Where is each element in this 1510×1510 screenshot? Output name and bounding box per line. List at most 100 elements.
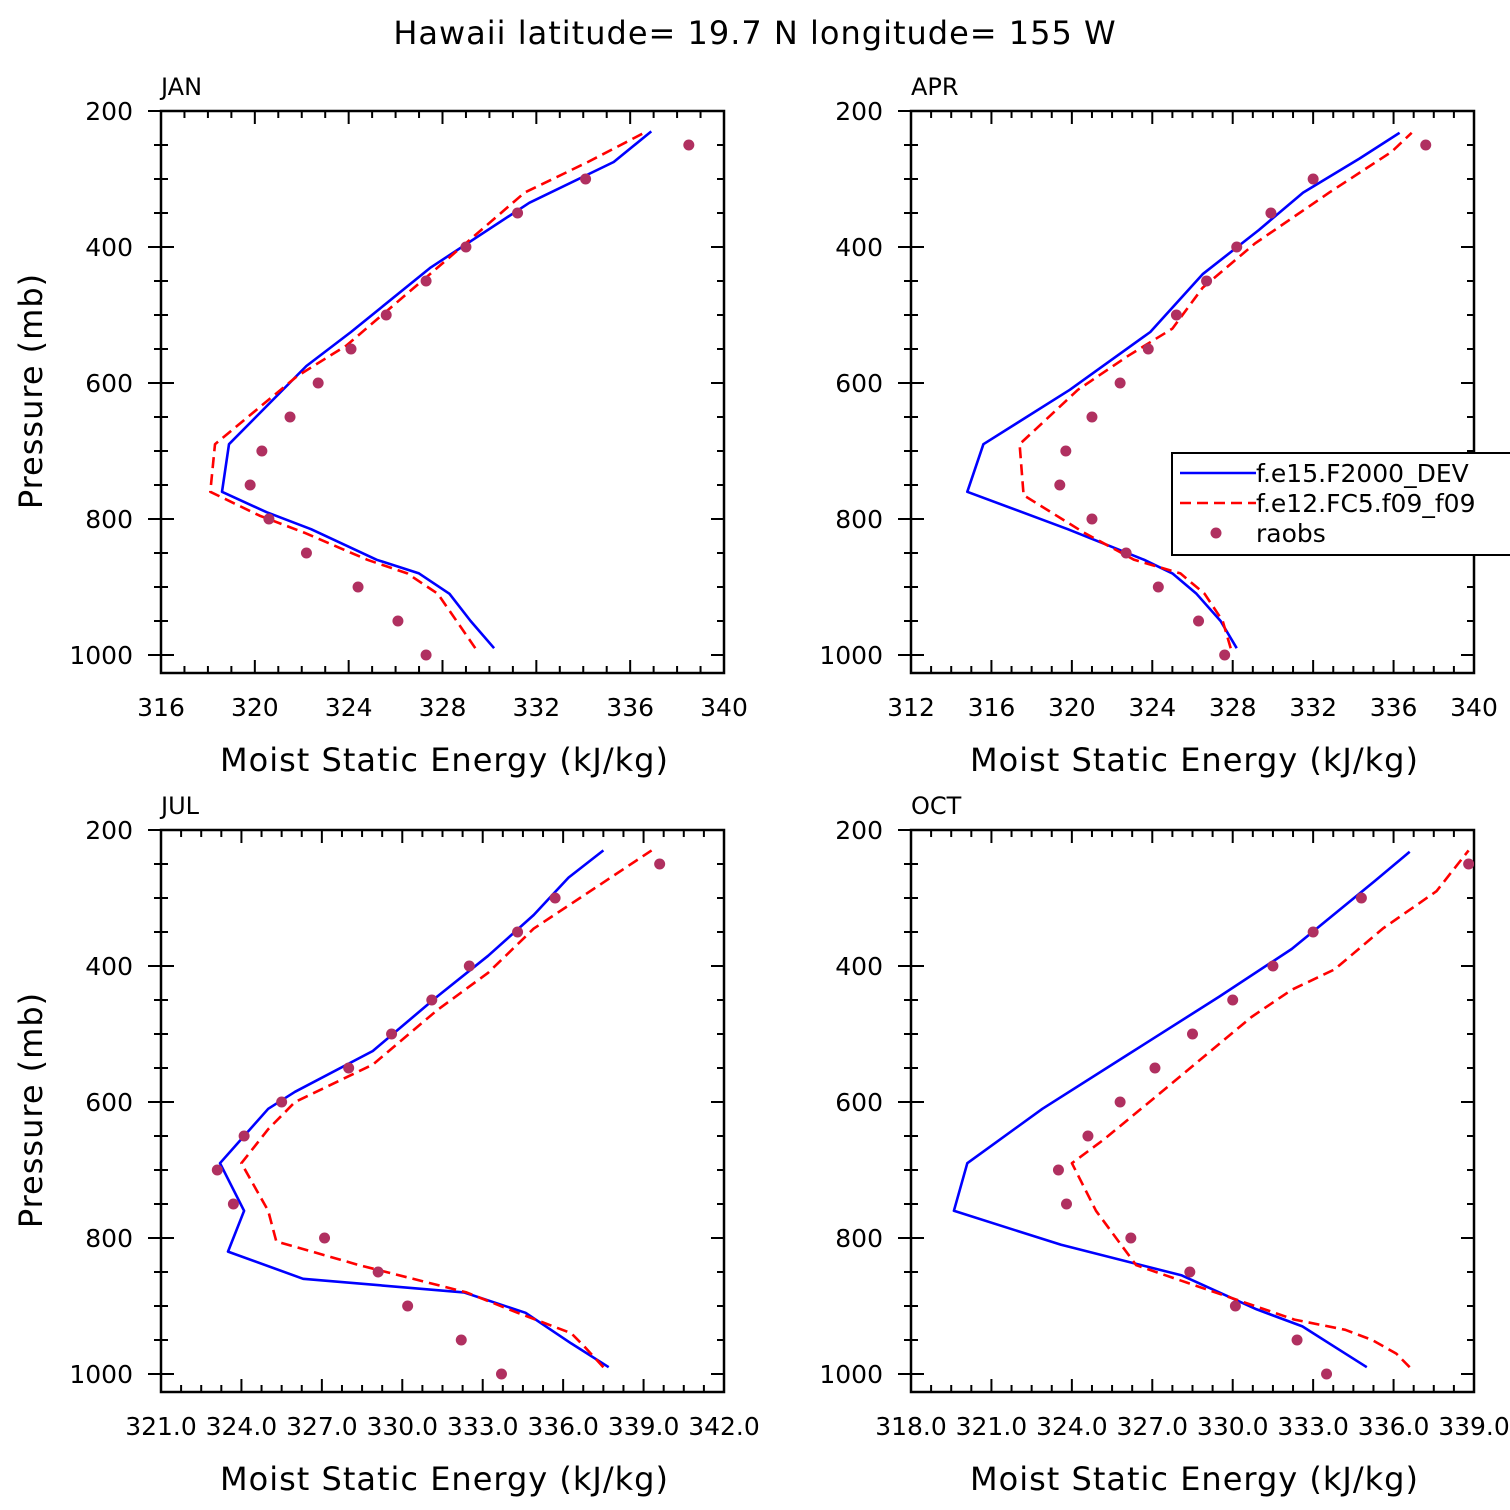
raobs-point (227, 1198, 239, 1210)
raobs-point (345, 343, 357, 355)
raobs-point (256, 445, 268, 457)
panel-jan: JAN 316 320 324 328 332 336 340 200 400 600 800 1000… (12, 73, 748, 779)
raobs-point (683, 139, 695, 151)
raobs-point (1267, 960, 1279, 972)
x-tick-label: 324 (1128, 693, 1176, 722)
raobs-point (1231, 241, 1243, 253)
panel-title: APR (911, 73, 959, 101)
y-tick-label: 800 (85, 1224, 133, 1253)
series-line-f-e15 (220, 130, 653, 650)
x-tick-label: 320 (1048, 693, 1096, 722)
y-tick-label: 200 (835, 97, 883, 126)
raobs-point (1227, 994, 1239, 1006)
y-tick-label: 800 (835, 505, 883, 534)
x-tick-label: 327.0 (286, 1412, 358, 1441)
raobs-point (1187, 1028, 1198, 1040)
figure-title: Hawaii latitude= 19.7 N longitude= 155 W (393, 14, 1116, 52)
y-tick-label: 800 (85, 505, 133, 534)
raobs-point (1420, 139, 1432, 151)
panels: JAN 316 320 324 328 332 336 340 200 400 600 800 1000… (12, 73, 1510, 1498)
plot-frame (159, 828, 726, 1394)
raobs-point (420, 275, 432, 287)
panel-jul: JUL 321.0 324.0 327.0 330.0 333.0 336.0 339.0 34… (12, 792, 760, 1498)
raobs-point (1265, 207, 1277, 219)
series-group (209, 130, 695, 661)
raobs-point (1291, 1334, 1303, 1346)
y-tick-label: 800 (835, 1224, 883, 1253)
raobs-point (1307, 173, 1319, 185)
raobs-point (460, 241, 472, 253)
x-tick-label: 336.0 (527, 1412, 599, 1441)
raobs-point (463, 960, 475, 972)
x-tick-label: 327.0 (1116, 1412, 1188, 1441)
legend-label: raobs (1256, 519, 1326, 548)
series-line-f-e15 (965, 131, 1401, 649)
x-tick-label: 321.0 (125, 1412, 197, 1441)
legend-label: f.e15.F2000_DEV (1256, 459, 1469, 488)
raobs-point (284, 411, 296, 423)
y-tick-label: 200 (85, 97, 133, 126)
y-tick-label: 600 (85, 369, 133, 398)
raobs-point (1355, 892, 1367, 904)
series-line-f-e12 (1018, 131, 1413, 649)
x-tick-label: 336 (606, 693, 654, 722)
raobs-point (380, 309, 392, 321)
y-axis-label: Pressure (mb) (12, 273, 50, 509)
raobs-point (1114, 377, 1126, 389)
panel-oct: OCT 318.0 321.0 324.0 327.0 330.0 333.0 336.0 33… (819, 792, 1509, 1498)
series-line-f-e12 (209, 131, 645, 649)
x-tick-label: 340 (700, 693, 748, 722)
series-group (965, 131, 1432, 661)
panel-apr: APR 312 316 320 324 328 332 336 340 200 400 600 800 1… (819, 73, 1510, 779)
y-tick-label: 1000 (69, 641, 133, 670)
legend-marker-raobs (1210, 527, 1222, 539)
raobs-point (319, 1232, 331, 1244)
raobs-point (1170, 309, 1182, 321)
raobs-point (1193, 615, 1205, 627)
raobs-point (1052, 1164, 1064, 1176)
raobs-point (1184, 1266, 1196, 1278)
raobs-point (1120, 547, 1132, 559)
x-tick-label: 332 (1289, 693, 1337, 722)
x-tick-label: 333.0 (1277, 1412, 1349, 1441)
raobs-point (1201, 275, 1213, 287)
x-tick-label: 318.0 (875, 1412, 947, 1441)
panel-title: OCT (911, 792, 962, 820)
x-tick-label: 342.0 (688, 1412, 760, 1441)
raobs-point (1082, 1130, 1094, 1142)
raobs-point (495, 1368, 507, 1380)
raobs-point (549, 892, 561, 904)
raobs-point (1149, 1062, 1161, 1074)
series-line-f-e12 (240, 849, 653, 1369)
raobs-point (386, 1028, 398, 1040)
raobs-point (1152, 581, 1164, 593)
x-tick-label: 321.0 (956, 1412, 1028, 1441)
raobs-point (1219, 649, 1231, 661)
panel-title: JUL (159, 792, 200, 820)
raobs-point (1060, 445, 1072, 457)
y-tick-label: 1000 (69, 1360, 133, 1389)
raobs-point (1142, 343, 1154, 355)
raobs-point (1086, 411, 1098, 423)
raobs-point (300, 547, 312, 559)
x-tick-label: 332 (512, 693, 560, 722)
series-group (952, 849, 1474, 1380)
raobs-point (455, 1334, 467, 1346)
x-tick-label: 330.0 (1197, 1412, 1269, 1441)
x-tick-label: 316 (968, 693, 1016, 722)
x-tick-label: 339.0 (1438, 1412, 1510, 1441)
x-axis-label: Moist Static Energy (kJ/kg) (220, 741, 669, 779)
panel-title: JAN (159, 73, 202, 101)
raobs-point (263, 513, 275, 525)
raobs-point (1114, 1096, 1126, 1108)
raobs-point (420, 649, 432, 661)
raobs-point (276, 1096, 288, 1108)
x-tick-label: 336 (1370, 693, 1418, 722)
raobs-point (512, 926, 524, 938)
x-axis-label: Moist Static Energy (kJ/kg) (970, 741, 1419, 779)
raobs-point (238, 1130, 250, 1142)
x-tick-label: 324 (325, 693, 373, 722)
raobs-point (244, 479, 256, 491)
